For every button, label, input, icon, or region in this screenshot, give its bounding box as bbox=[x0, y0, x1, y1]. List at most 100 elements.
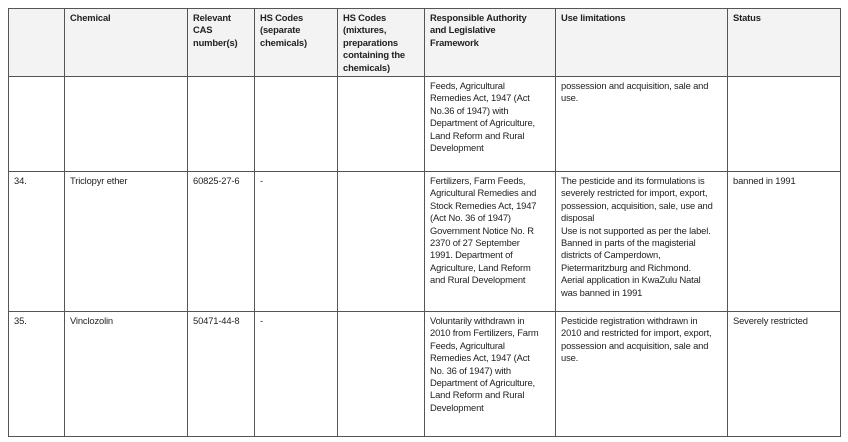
header-status: Status bbox=[727, 7, 841, 78]
cell-number bbox=[8, 76, 65, 173]
header-cas: Relevant CAS number(s) bbox=[187, 7, 255, 78]
cell-authority: Voluntarily withdrawn in 2010 from Fertil… bbox=[424, 311, 556, 438]
cell-use-limitations: possession and acquisition, sale and use. bbox=[555, 76, 728, 173]
text-line: Land Reform and Rural bbox=[430, 129, 525, 141]
text-line: (mixtures, bbox=[343, 24, 387, 36]
text-line: Development bbox=[430, 142, 484, 154]
text-line: possession, acquisition, sale, use and bbox=[561, 199, 713, 211]
text-line: preparations bbox=[343, 36, 398, 48]
text-line: CAS bbox=[193, 24, 213, 36]
text-line: Chemical bbox=[70, 12, 111, 23]
cell-chemical: Vinclozolin bbox=[64, 311, 188, 438]
text-line: Pesticide registration withdrawn in bbox=[561, 315, 698, 327]
header-hs-mixtures: HS Codes (mixtures, preparations containing… bbox=[337, 7, 425, 78]
text-line: Relevant bbox=[193, 12, 231, 23]
text-line: 2370 of 27 September bbox=[430, 237, 520, 249]
cell-status: banned in 1991 bbox=[727, 171, 841, 313]
text-line: and Legislative bbox=[430, 24, 496, 36]
text-line: HS Codes bbox=[260, 12, 304, 23]
text-line: use. bbox=[561, 92, 579, 104]
cell-use-limitations: The pesticide and its formulations is sev… bbox=[555, 171, 728, 313]
cell-cas bbox=[187, 76, 255, 173]
text-line: Status bbox=[733, 12, 761, 23]
text-line: severely restricted for import, export, bbox=[561, 187, 708, 199]
text-line: Use limitations bbox=[561, 12, 626, 23]
cell-hs-mixtures bbox=[337, 171, 425, 313]
text-line: Government Notice No. R bbox=[430, 224, 534, 236]
header-authority: Responsible Authority and Legislative Fram… bbox=[424, 7, 556, 78]
text-line: No.36 of 1947) with bbox=[430, 104, 509, 116]
cell-hs-separate: - bbox=[254, 311, 338, 438]
text-line: Pietermaritzburg and Richmond. bbox=[561, 261, 691, 273]
text-line: HS Codes bbox=[343, 12, 387, 23]
cell-cas: 60825-27-6 bbox=[187, 171, 255, 313]
text-line: use. bbox=[561, 352, 579, 364]
cell-number: 35. bbox=[8, 311, 65, 438]
text-line: Agriculture, Land Reform bbox=[430, 261, 531, 273]
text-line: Vinclozolin bbox=[70, 315, 113, 327]
text-line: - bbox=[260, 175, 263, 187]
cell-use-limitations: Pesticide registration withdrawn in 2010 … bbox=[555, 311, 728, 438]
text-line: Remedies Act, 1947 (Act bbox=[430, 352, 530, 364]
text-line: Banned in parts of the magisterial bbox=[561, 237, 696, 249]
text-line: Triclopyr ether bbox=[70, 175, 128, 187]
text-line: containing the bbox=[343, 49, 405, 61]
cell-number: 34. bbox=[8, 171, 65, 313]
cell-cas: 50471-44-8 bbox=[187, 311, 255, 438]
table-row: Feeds, Agricultural Remedies Act, 1947 (A… bbox=[8, 76, 841, 173]
text-line: Feeds, Agricultural bbox=[430, 80, 505, 92]
table-row: 34. Triclopyr ether 60825-27-6 - Fertilizers… bbox=[8, 171, 841, 313]
text-line: Land Reform and Rural bbox=[430, 389, 525, 401]
cell-hs-separate: - bbox=[254, 171, 338, 313]
cell-authority: Fertilizers, Farm Feeds, Agricultural Rem… bbox=[424, 171, 556, 313]
text-line: districts of Camperdown, bbox=[561, 249, 661, 261]
text-line: Stock Remedies Act, 1947 bbox=[430, 199, 537, 211]
text-line: chemicals) bbox=[343, 61, 390, 73]
text-line: Feeds, Agricultural bbox=[430, 339, 505, 351]
text-line: Department of Agriculture, bbox=[430, 377, 536, 389]
cell-status: Severely restricted bbox=[727, 311, 841, 438]
header-chemical: Chemical bbox=[64, 7, 188, 78]
cell-chemical: Triclopyr ether bbox=[64, 171, 188, 313]
cell-chemical bbox=[64, 76, 188, 173]
cell-status bbox=[727, 76, 841, 173]
text-line: Remedies Act, 1947 (Act bbox=[430, 92, 530, 104]
text-line: 35. bbox=[14, 315, 27, 327]
text-line: Responsible Authority bbox=[430, 12, 527, 23]
text-line: 60825-27-6 bbox=[193, 175, 240, 187]
text-line: 1991. Department of bbox=[430, 249, 513, 261]
text-line: 2010 and restricted for import, export, bbox=[561, 327, 712, 339]
text-line: Framework bbox=[430, 36, 479, 48]
text-line: (separate bbox=[260, 24, 301, 36]
text-line: possession and acquisition, sale and bbox=[561, 339, 709, 351]
text-line: Voluntarily withdrawn in bbox=[430, 315, 525, 327]
text-line: and Rural Development bbox=[430, 274, 526, 286]
cell-authority: Feeds, Agricultural Remedies Act, 1947 (A… bbox=[424, 76, 556, 173]
text-line: Severely restricted bbox=[733, 315, 808, 327]
header-use-limitations: Use limitations bbox=[555, 7, 728, 78]
text-line: 50471-44-8 bbox=[193, 315, 240, 327]
text-line: was banned in 1991 bbox=[561, 286, 643, 298]
header-number bbox=[8, 7, 65, 78]
text-line: Development bbox=[430, 401, 484, 413]
text-line: chemicals) bbox=[260, 36, 307, 48]
text-line: 34. bbox=[14, 175, 27, 187]
text-line: disposal bbox=[561, 212, 595, 224]
text-line: 2010 from Fertilizers, Farm bbox=[430, 327, 539, 339]
text-line: - bbox=[260, 315, 263, 327]
text-line: Agricultural Remedies and bbox=[430, 187, 537, 199]
text-line: number(s) bbox=[193, 36, 238, 48]
header-row: Chemical Relevant CAS number(s) HS Codes (s… bbox=[8, 7, 841, 78]
header-hs-separate: HS Codes (separate chemicals) bbox=[254, 7, 338, 78]
text-line: No. 36 of 1947) with bbox=[430, 364, 511, 376]
text-line: Fertilizers, Farm Feeds, bbox=[430, 175, 526, 187]
text-line: Aerial application in KwaZulu Natal bbox=[561, 274, 701, 286]
text-line: Use is not supported as per the label. bbox=[561, 224, 711, 236]
cell-hs-mixtures bbox=[337, 76, 425, 173]
text-line: banned in 1991 bbox=[733, 175, 796, 187]
text-line: The pesticide and its formulations is bbox=[561, 175, 705, 187]
chemicals-table: Chemical Relevant CAS number(s) HS Codes (s… bbox=[8, 7, 841, 438]
table-row: 35. Vinclozolin 50471-44-8 - Voluntarily wit… bbox=[8, 311, 841, 438]
cell-hs-mixtures bbox=[337, 311, 425, 438]
cell-hs-separate bbox=[254, 76, 338, 173]
